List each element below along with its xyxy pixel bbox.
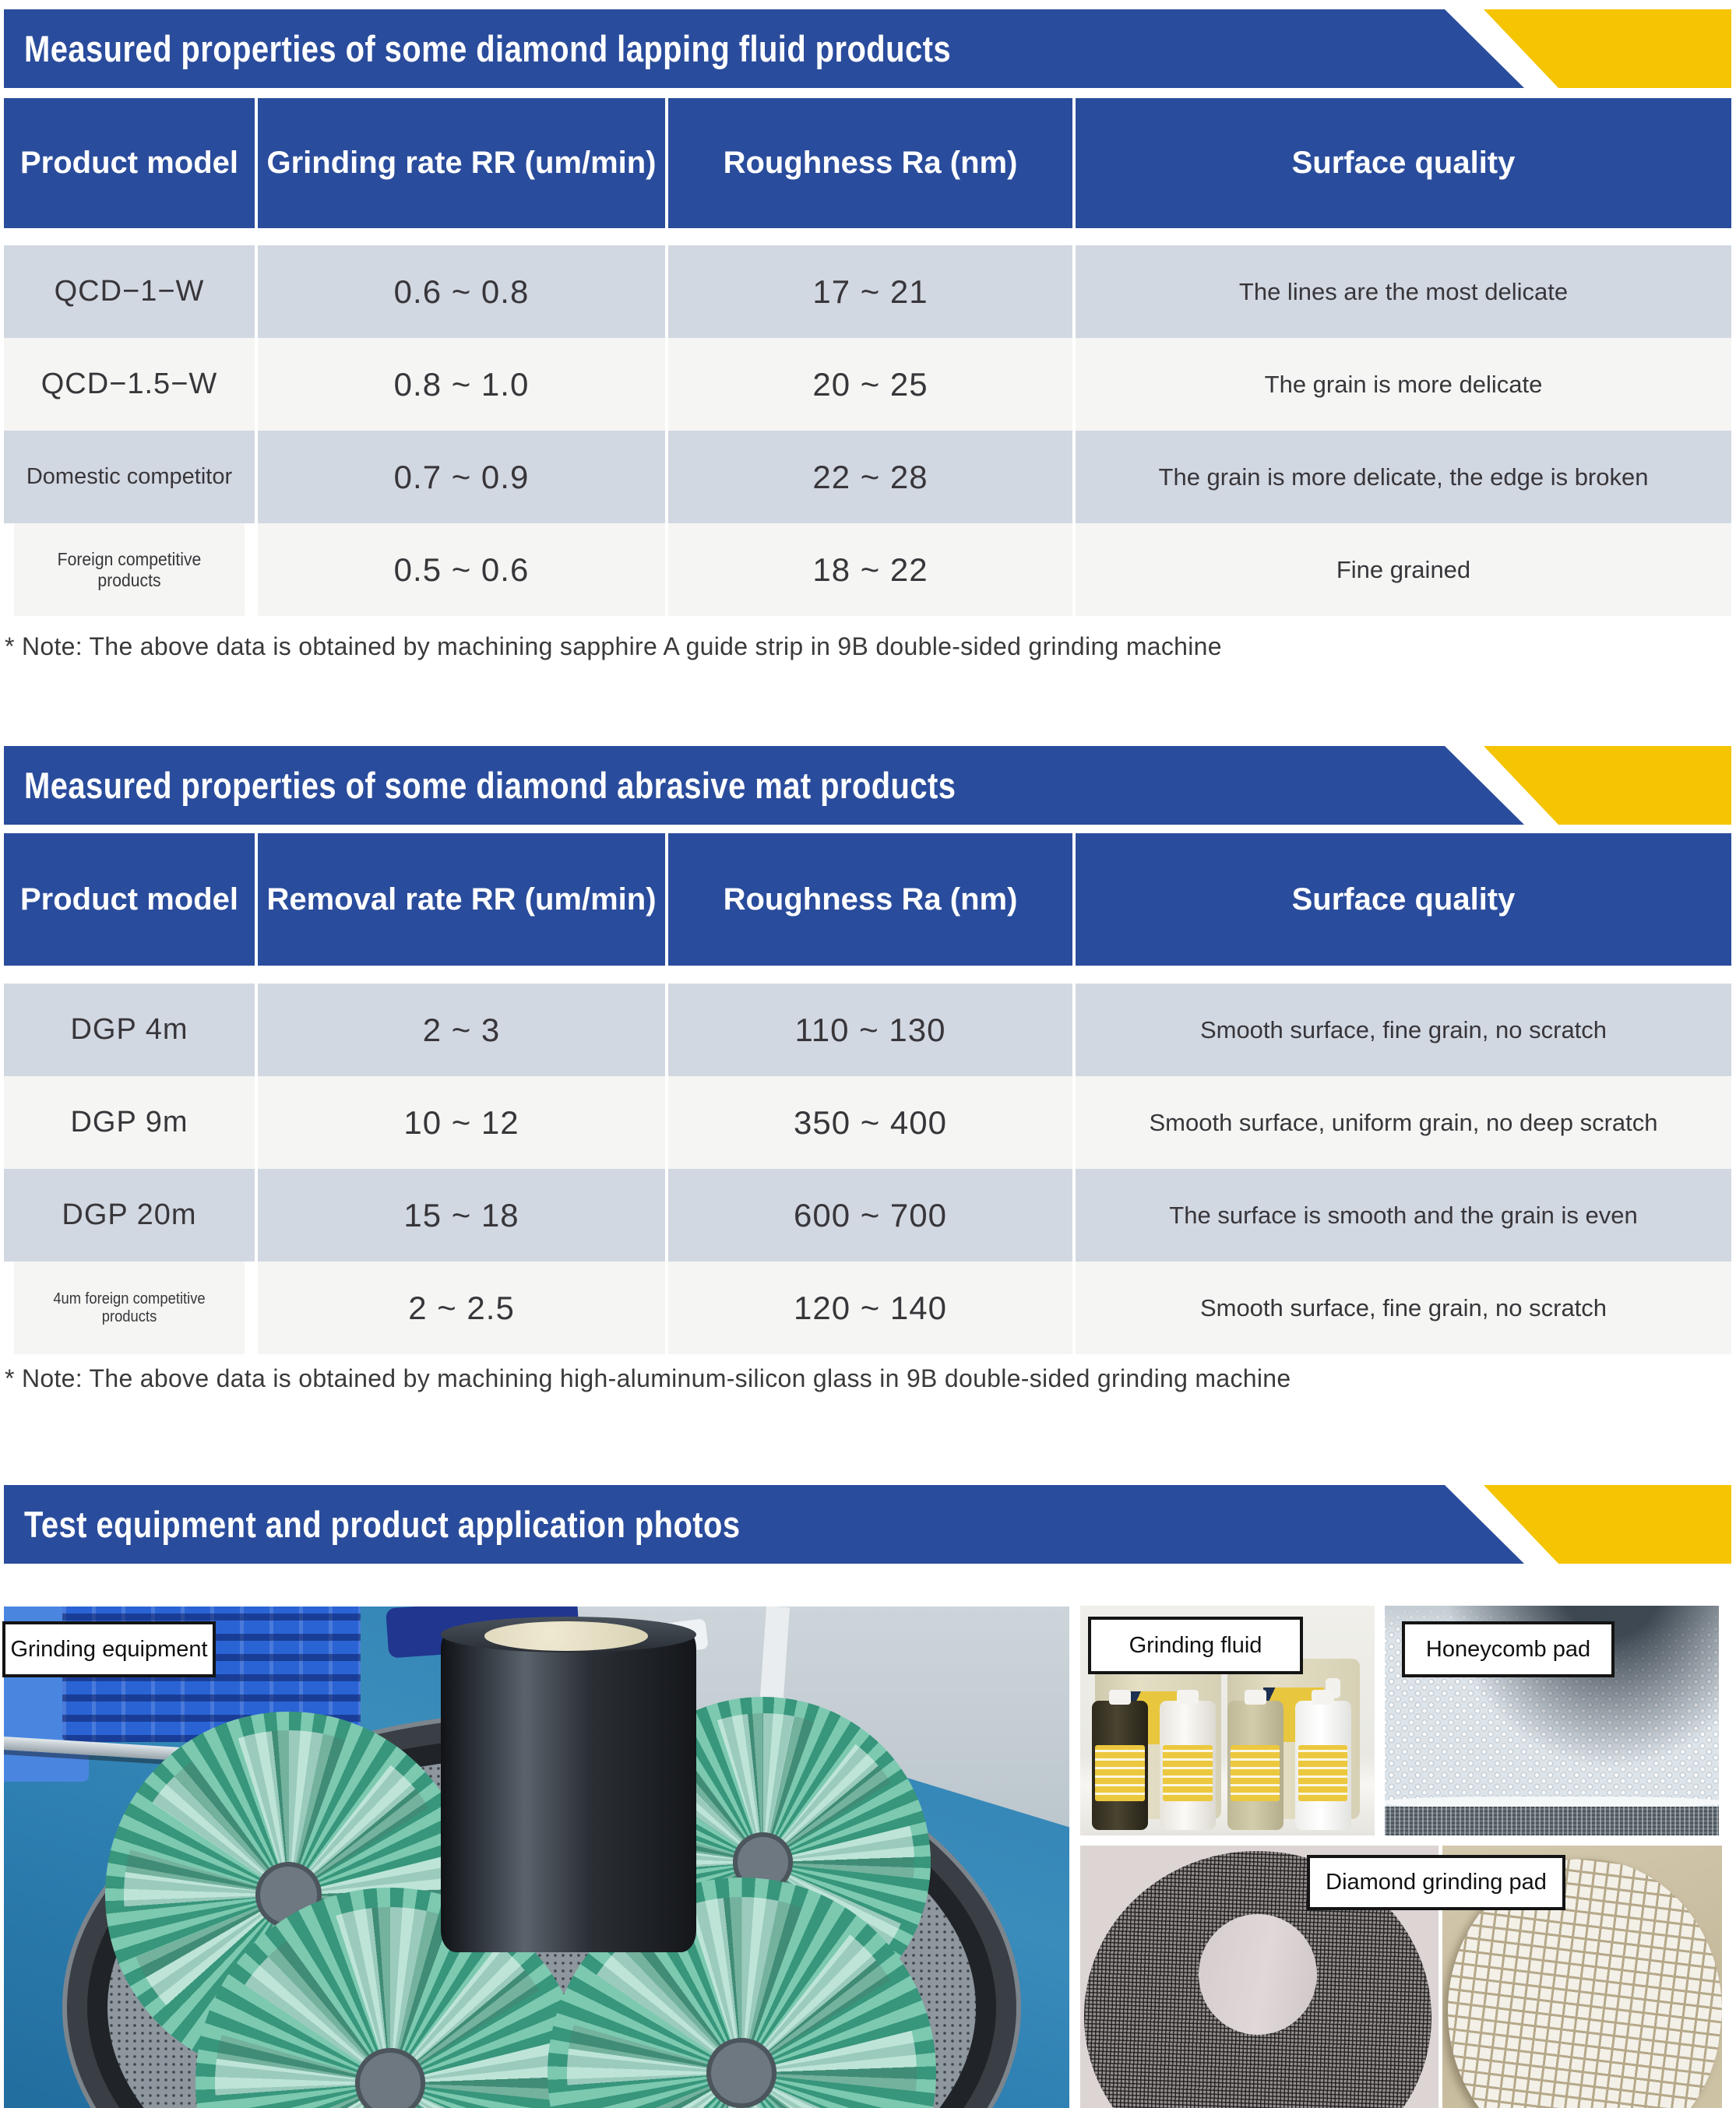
cell-quality: Smooth surface, fine grain, no scratch: [1076, 984, 1731, 1076]
header-cell-product-model: Product model: [4, 98, 255, 228]
abrasive-mat-banner: Measured properties of some diamond abra…: [4, 746, 1733, 825]
header-cell-roughness: Roughness Ra (nm): [668, 98, 1072, 228]
lapping-fluid-banner-title: Measured properties of some diamond lapp…: [24, 28, 951, 69]
lapping-fluid-banner: Measured properties of some diamond lapp…: [4, 9, 1733, 88]
carpet-background: [1385, 1807, 1719, 1835]
abrasive-mat-banner-title: Measured properties of some diamond abra…: [24, 765, 956, 806]
photos-banner: Test equipment and product application p…: [4, 1485, 1733, 1564]
cell-model: DGP 9m: [4, 1076, 255, 1169]
photos-banner-title: Test equipment and product application p…: [24, 1504, 741, 1545]
diamond-grinding-pad-label: Diamond grinding pad: [1307, 1855, 1565, 1910]
banner-blue-ribbon: [4, 1485, 1524, 1564]
grinding-fluid-label: Grinding fluid: [1088, 1617, 1303, 1674]
banner-blue-ribbon: [4, 9, 1524, 88]
center-column: [440, 1617, 697, 1953]
cell-rate: 0.8 ~ 1.0: [258, 338, 665, 431]
header-cell-surface-quality: Surface quality: [1076, 98, 1731, 228]
cell-quality: The grain is more delicate: [1076, 338, 1731, 431]
grinding-equipment-label: Grinding equipment: [2, 1621, 216, 1677]
cell-quality: Fine grained: [1076, 523, 1731, 616]
cell-model: Domestic competitor: [4, 431, 255, 523]
header-cell-removal-rate: Removal rate RR (um/min): [258, 833, 665, 966]
cell-model: QCD−1−W: [4, 245, 255, 338]
cell-rate: 0.7 ~ 0.9: [258, 431, 665, 523]
fluid-bottle-white: [1294, 1689, 1351, 1830]
cell-model: DGP 20m: [4, 1169, 255, 1262]
cell-rate: 10 ~ 12: [258, 1076, 665, 1169]
cell-model: 4um foreign competitive products: [13, 1262, 245, 1354]
fluid-bottle-white: [1160, 1689, 1216, 1830]
cell-roughness: 350 ~ 400: [668, 1076, 1072, 1169]
cell-roughness: 17 ~ 21: [668, 245, 1072, 338]
cell-roughness: 18 ~ 22: [668, 523, 1072, 616]
fluid-bottle-dark: [1092, 1689, 1148, 1830]
cell-rate: 0.6 ~ 0.8: [258, 245, 665, 338]
cell-rate: 2 ~ 3: [258, 984, 665, 1076]
lapping-table-header: Product model Grinding rate RR (um/min) …: [4, 98, 1731, 228]
header-cell-surface-quality: Surface quality: [1076, 833, 1731, 966]
lapping-table-body: QCD−1−W 0.6 ~ 0.8 17 ~ 21 The lines are …: [4, 245, 1731, 616]
cell-roughness: 120 ~ 140: [668, 1262, 1072, 1354]
cell-rate: 15 ~ 18: [258, 1169, 665, 1262]
cell-quality: The surface is smooth and the grain is e…: [1076, 1169, 1731, 1262]
honeycomb-pad-label: Honeycomb pad: [1402, 1621, 1615, 1677]
cell-rate: 0.5 ~ 0.6: [258, 523, 665, 616]
cell-roughness: 600 ~ 700: [668, 1169, 1072, 1262]
disc-center-hole: [1198, 1913, 1317, 2035]
cell-roughness: 20 ~ 25: [668, 338, 1072, 431]
cell-model: DGP 4m: [4, 984, 255, 1076]
abrasive-table-note: * Note: The above data is obtained by ma…: [5, 1364, 1291, 1392]
cell-quality: Smooth surface, fine grain, no scratch: [1076, 1262, 1731, 1354]
header-cell-product-model: Product model: [4, 833, 255, 966]
lapping-table-note: * Note: The above data is obtained by ma…: [5, 632, 1222, 660]
banner-blue-ribbon: [4, 746, 1524, 825]
pad-edge: [1385, 1796, 1719, 1808]
grinding-equipment-photo: [4, 1607, 1069, 2108]
cell-roughness: 110 ~ 130: [668, 984, 1072, 1076]
cell-rate: 2 ~ 2.5: [258, 1262, 665, 1354]
diamond-pad-grid-photo: [1442, 1846, 1722, 2108]
cell-roughness: 22 ~ 28: [668, 431, 1072, 523]
abrasive-table-header: Product model Removal rate RR (um/min) R…: [4, 833, 1731, 966]
cell-model: Foreign competitive products: [13, 523, 245, 616]
header-cell-grinding-rate: Grinding rate RR (um/min): [258, 98, 665, 228]
cell-quality: The lines are the most delicate: [1076, 245, 1731, 338]
fluid-bottle-beige: [1227, 1689, 1284, 1830]
header-cell-roughness: Roughness Ra (nm): [668, 833, 1072, 966]
cell-model: QCD−1.5−W: [4, 338, 255, 431]
abrasive-table-body: DGP 4m 2 ~ 3 110 ~ 130 Smooth surface, f…: [4, 984, 1731, 1354]
cell-quality: The grain is more delicate, the edge is …: [1076, 431, 1731, 523]
cell-quality: Smooth surface, uniform grain, no deep s…: [1076, 1076, 1731, 1169]
